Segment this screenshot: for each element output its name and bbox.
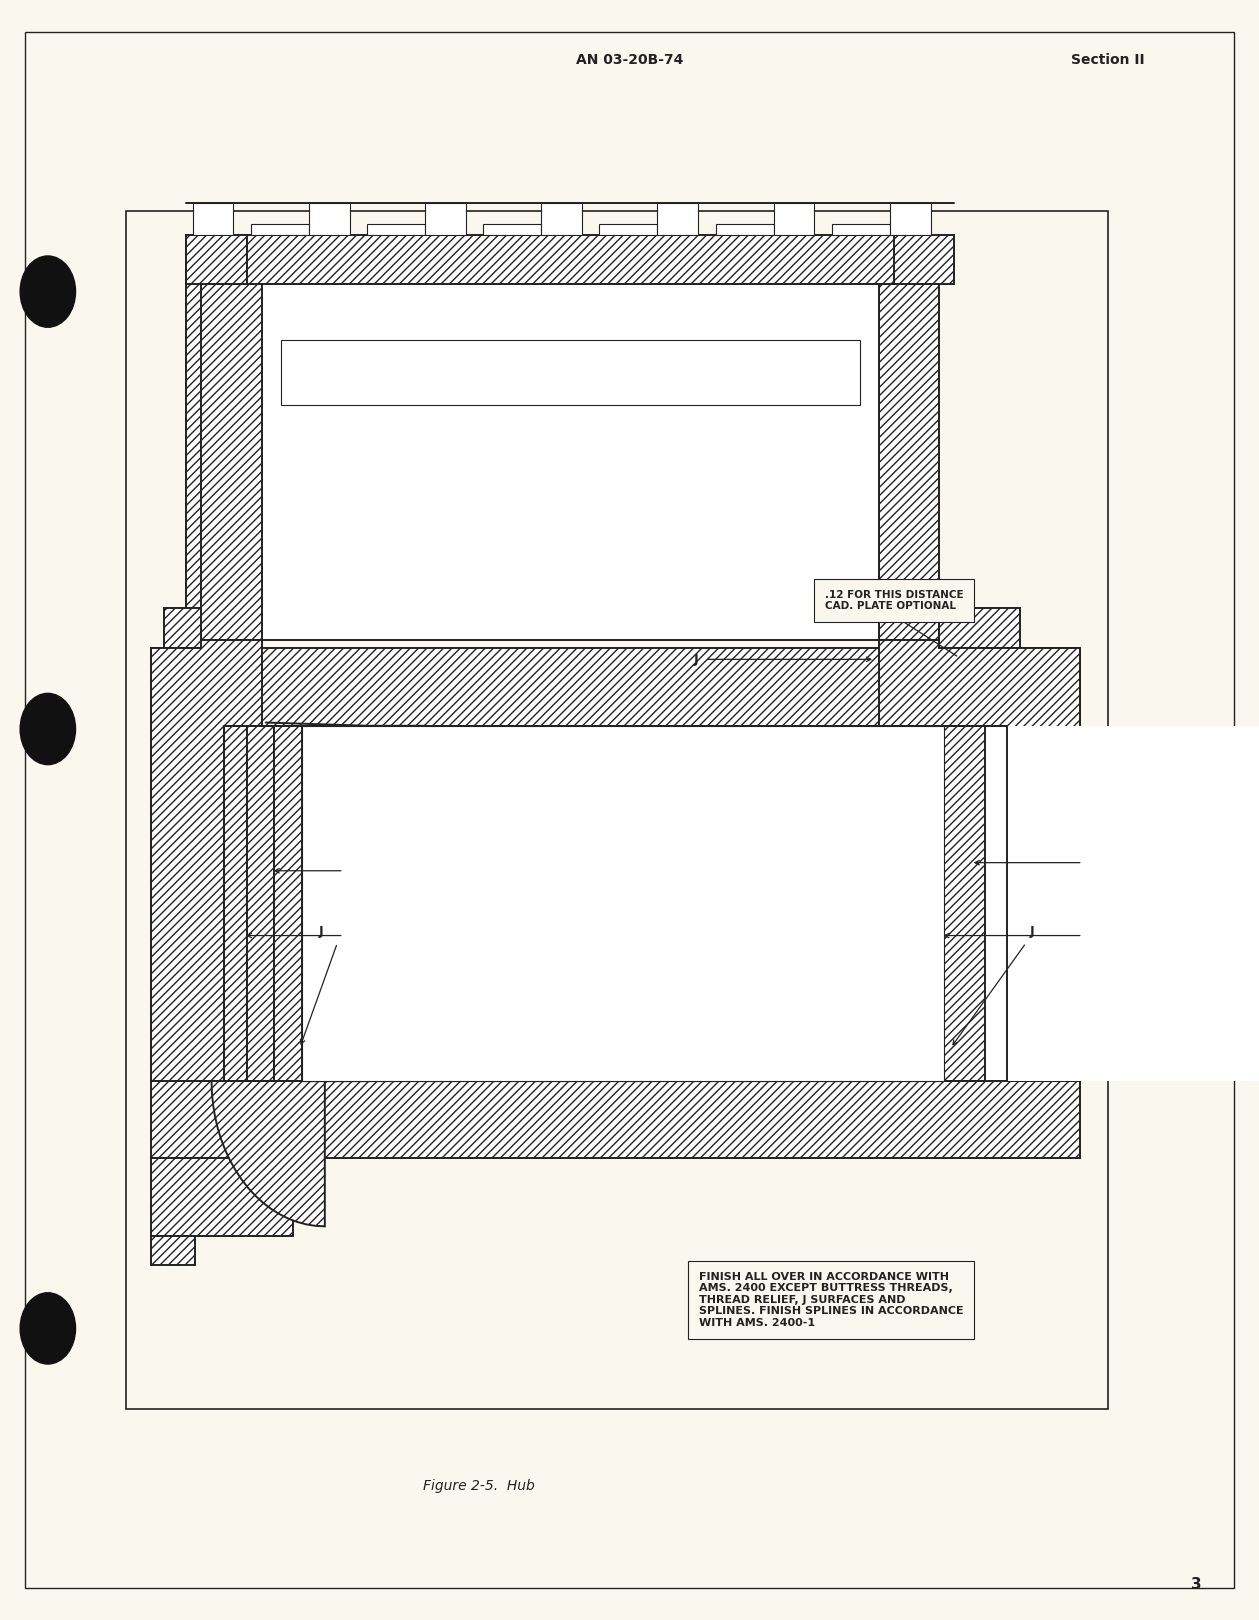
Polygon shape <box>212 1081 325 1226</box>
Polygon shape <box>247 235 894 284</box>
Polygon shape <box>151 640 262 1081</box>
Polygon shape <box>224 726 369 1081</box>
Polygon shape <box>599 224 657 235</box>
Polygon shape <box>541 202 582 235</box>
Text: AN 03-20B-74: AN 03-20B-74 <box>575 53 684 66</box>
Bar <box>281 340 860 405</box>
Polygon shape <box>308 202 350 235</box>
Polygon shape <box>657 202 699 235</box>
Bar <box>262 284 879 640</box>
Polygon shape <box>186 235 262 656</box>
Polygon shape <box>193 202 233 235</box>
Bar <box>224 726 1007 1082</box>
Polygon shape <box>251 224 308 235</box>
Polygon shape <box>890 202 930 235</box>
Bar <box>967 726 1259 1081</box>
Bar <box>302 726 944 1081</box>
Polygon shape <box>879 284 939 640</box>
Text: J: J <box>1030 925 1035 938</box>
Polygon shape <box>483 224 541 235</box>
Polygon shape <box>366 224 426 235</box>
Bar <box>126 211 1108 1409</box>
Text: 3: 3 <box>1191 1576 1201 1592</box>
Circle shape <box>20 693 76 765</box>
Polygon shape <box>151 648 1080 726</box>
Polygon shape <box>832 224 890 235</box>
Polygon shape <box>369 726 451 734</box>
Polygon shape <box>274 726 302 1081</box>
Text: Figure 2-5.  Hub: Figure 2-5. Hub <box>423 1479 534 1492</box>
Polygon shape <box>879 235 954 284</box>
Text: FINISH ALL OVER IN ACCORDANCE WITH
AMS. 2400 EXCEPT BUTTRESS THREADS,
THREAD REL: FINISH ALL OVER IN ACCORDANCE WITH AMS. … <box>699 1272 963 1328</box>
Text: J: J <box>319 925 324 938</box>
Polygon shape <box>164 608 262 705</box>
Polygon shape <box>944 726 1007 1081</box>
Polygon shape <box>151 1158 293 1236</box>
Text: .12 FOR THIS DISTANCE
CAD. PLATE OPTIONAL: .12 FOR THIS DISTANCE CAD. PLATE OPTIONA… <box>825 590 963 611</box>
Polygon shape <box>224 726 247 1081</box>
Polygon shape <box>944 726 985 1081</box>
Polygon shape <box>247 726 274 1081</box>
Circle shape <box>20 1293 76 1364</box>
Polygon shape <box>151 726 224 1081</box>
Text: Section II: Section II <box>1071 53 1144 66</box>
Polygon shape <box>201 284 262 640</box>
Circle shape <box>20 256 76 327</box>
Bar <box>224 726 1007 1081</box>
Polygon shape <box>879 640 1080 1081</box>
Bar <box>224 726 1007 1081</box>
Text: J: J <box>694 653 699 666</box>
Polygon shape <box>774 202 815 235</box>
Polygon shape <box>1007 726 1080 1081</box>
Bar <box>302 726 369 1081</box>
Polygon shape <box>151 1081 1080 1158</box>
Polygon shape <box>426 202 466 235</box>
Polygon shape <box>151 1236 195 1265</box>
Polygon shape <box>715 224 774 235</box>
Bar <box>302 726 369 1081</box>
Polygon shape <box>186 235 247 284</box>
Polygon shape <box>879 608 1020 705</box>
